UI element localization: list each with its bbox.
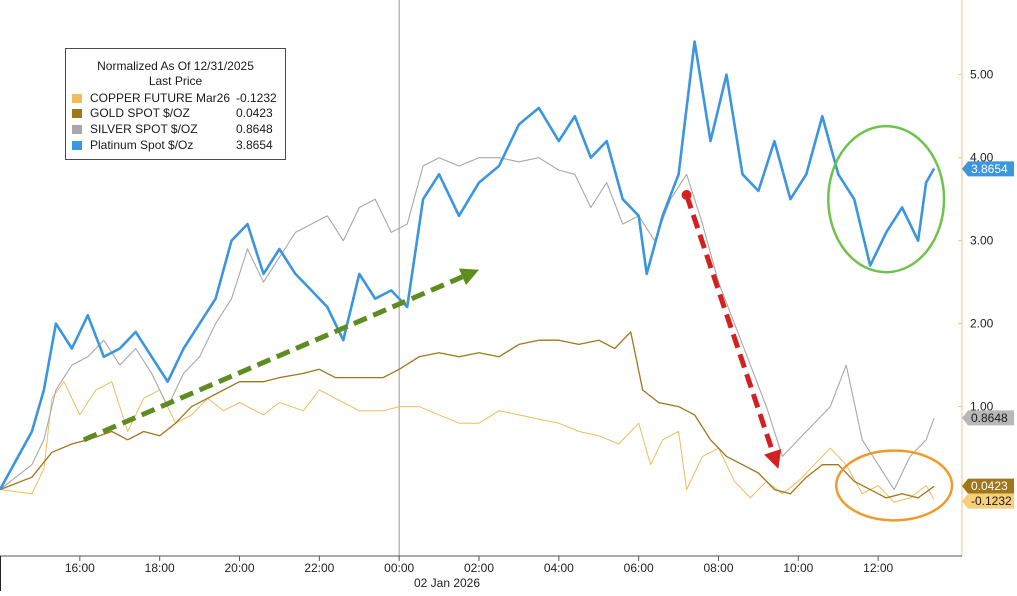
x-tick-label: 00:00	[384, 561, 414, 575]
y-tick-label: 5.00	[970, 68, 994, 82]
x-tick-label: 16:00	[65, 561, 95, 575]
series-lines	[0, 40, 936, 503]
y-tick-label: 3.00	[970, 234, 994, 248]
arrow-head	[764, 448, 782, 469]
x-tick-label: 12:00	[863, 561, 893, 575]
legend-entry-value: -0.1232	[236, 91, 277, 105]
legend-entry-value: 0.0423	[236, 106, 273, 120]
last-value-tag: 0.0423	[962, 478, 1014, 494]
last-value-tag: -0.1232	[962, 493, 1014, 509]
legend-entry-name: COPPER FUTURE Mar26	[90, 91, 231, 105]
x-tick-label: 20:00	[224, 561, 254, 575]
copper-swatch	[72, 94, 82, 103]
highlight-ellipse	[827, 124, 946, 274]
series-line-3	[0, 40, 936, 491]
tag-value: 0.0423	[971, 479, 1008, 493]
y-tick-label: 2.00	[970, 317, 994, 331]
legend-subtitle: Last Price	[148, 74, 203, 88]
silver-swatch	[72, 125, 82, 134]
platinum-swatch	[72, 141, 82, 150]
last-value-tags: 3.8654 0.8648 0.0423-0.1232	[962, 161, 1014, 509]
legend-entry-name: GOLD SPOT $/OZ	[90, 106, 190, 120]
gold-swatch	[72, 109, 82, 118]
x-tick-label: 04:00	[544, 561, 574, 575]
x-tick-label: 08:00	[703, 561, 733, 575]
x-tick-label: 06:00	[624, 561, 654, 575]
legend: Normalized As Of 12/31/2025 Last Price C…	[65, 48, 286, 160]
series-line-0	[0, 381, 935, 503]
last-value-tag: 0.8648	[962, 410, 1014, 426]
arrow-start-dot	[681, 190, 692, 201]
series-line-2	[0, 157, 935, 491]
y-tick-label: 1.00	[970, 400, 994, 414]
arrow-head	[458, 268, 480, 286]
arrow-shaft	[684, 194, 776, 453]
highlight-ellipse	[835, 449, 954, 522]
legend-entry-platinum: Platinum Spot $/Oz 3.8654	[72, 138, 278, 153]
legend-entry-name: Platinum Spot $/Oz	[90, 138, 194, 152]
tag-background	[962, 478, 1014, 494]
legend-entry-copper: COPPER FUTURE Mar26 -0.1232	[72, 91, 278, 106]
y-tick-label: 4.00	[970, 151, 994, 165]
axes: 1.00 2.00 3.00 4.00 5.00 16:00 18:00 20:00 22:00…	[0, 0, 994, 591]
arrow-shaft	[82, 274, 464, 443]
x-tick-label: 10:00	[783, 561, 813, 575]
x-tick-label: 02:00	[464, 561, 494, 575]
tag-background	[962, 410, 1014, 426]
tag-value: -0.1232	[971, 494, 1012, 508]
legend-entry-value: 3.8654	[236, 138, 273, 152]
legend-entry-gold: GOLD SPOT $/OZ 0.0423	[72, 106, 278, 121]
x-tick-label: 22:00	[304, 561, 334, 575]
legend-title: Normalized As Of 12/31/2025	[97, 59, 254, 73]
x-tick-label: 18:00	[145, 561, 175, 575]
legend-entry-silver: SILVER SPOT $/OZ 0.8648	[72, 122, 278, 137]
legend-entry-name: SILVER SPOT $/OZ	[90, 122, 198, 136]
tag-value: 3.8654	[971, 162, 1008, 176]
legend-entry-value: 0.8648	[236, 122, 273, 136]
series-line-1	[0, 331, 935, 499]
last-value-tag: 3.8654	[962, 161, 1014, 177]
annotations	[82, 124, 954, 522]
tag-background	[962, 161, 1014, 177]
x-date-label: 02 Jan 2026	[414, 576, 480, 590]
tag-value: 0.8648	[971, 411, 1008, 425]
tag-background	[962, 493, 1014, 509]
